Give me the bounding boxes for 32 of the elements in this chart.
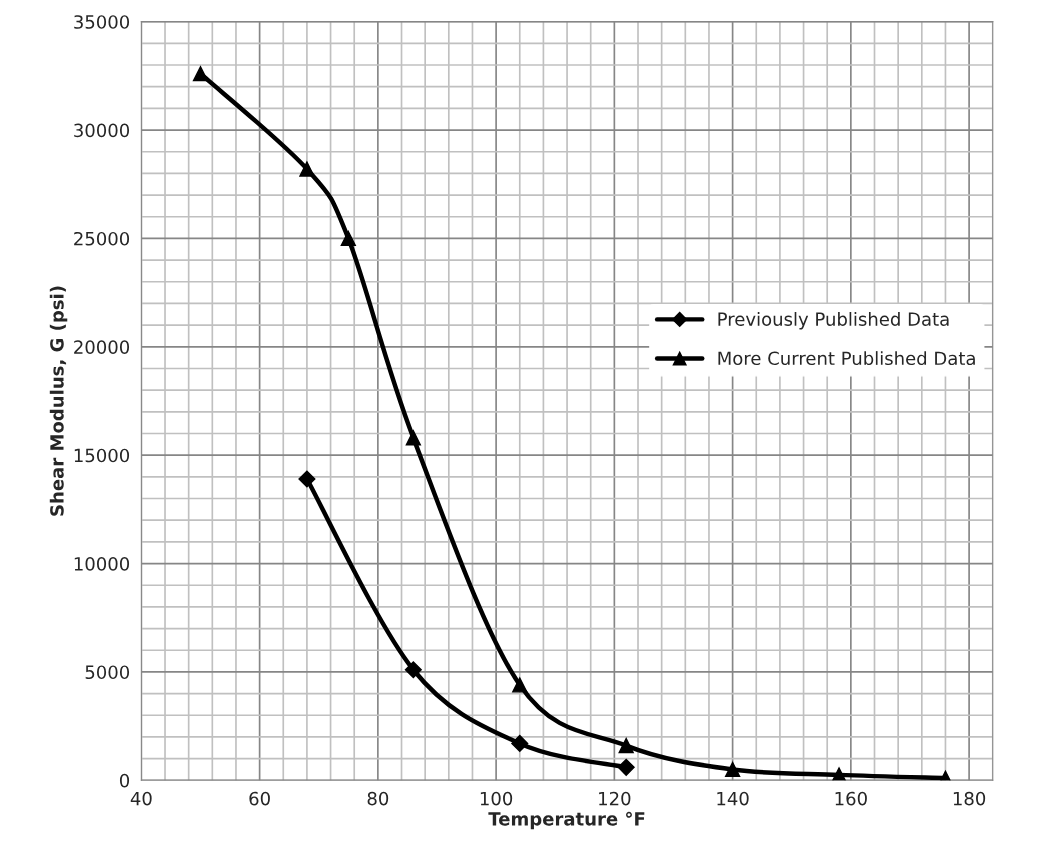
x-tick-label: 80	[367, 791, 389, 806]
point	[511, 734, 529, 753]
y-tick-label: 20000	[74, 340, 130, 354]
point	[831, 767, 847, 781]
x-axis-title: Temperature °F	[488, 811, 645, 830]
x-tick-label: 160	[835, 791, 867, 806]
point	[724, 761, 741, 778]
point	[404, 661, 422, 679]
y-tick-label: 25000	[74, 231, 130, 246]
point	[340, 230, 356, 247]
point	[617, 758, 635, 776]
x-tick-label: 60	[249, 791, 270, 806]
legend-label: Previously Published Data	[718, 311, 949, 330]
y-tick-label: 15000	[74, 448, 130, 463]
point	[299, 161, 315, 177]
y-tick-label: 5000	[85, 665, 130, 680]
y-axis-title: Shear Modulus, G (psi)	[49, 286, 68, 516]
x-tick-label: 100	[480, 791, 513, 806]
x-tick-label: 120	[599, 791, 631, 806]
y-tick-label: 0	[119, 773, 130, 788]
x-tick-label: 140	[717, 791, 749, 806]
point	[298, 470, 316, 488]
legend-label: More Current Published Data	[718, 351, 975, 366]
point	[405, 430, 421, 446]
point	[192, 66, 209, 82]
x-tick-label: 180	[953, 791, 986, 806]
x-tick-label: 40	[130, 791, 152, 806]
point	[512, 677, 528, 693]
y-tick-label: 30000	[74, 123, 130, 138]
y-tick-label: 35000	[74, 15, 130, 29]
y-tick-label: 10000	[74, 557, 130, 571]
point	[618, 737, 634, 754]
